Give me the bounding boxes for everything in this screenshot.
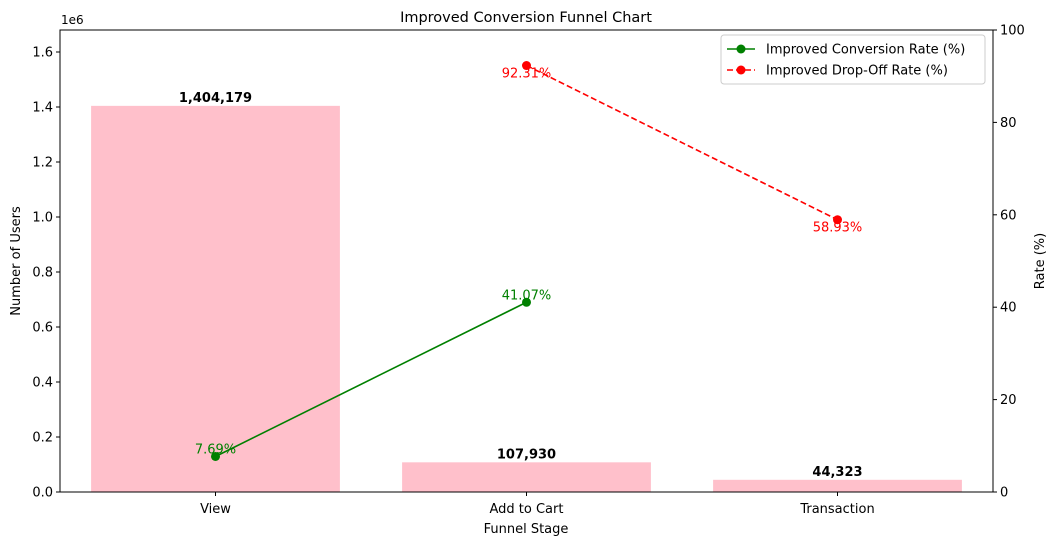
bar-labels-group: 1,404,179 107,930 44,323: [179, 91, 863, 480]
series-point-label: 92.31%: [502, 67, 552, 82]
rate-lines-group: 7.69% 41.07% 92.31% 58.93%: [195, 61, 862, 461]
series-point-label: 58.93%: [813, 221, 863, 236]
y-tick-label: 0.8: [32, 266, 53, 281]
bars-group: [91, 105, 962, 493]
legend-box: [720, 34, 986, 85]
y-tick-label: 0.4: [32, 376, 53, 391]
y2-tick-label: 80: [1000, 116, 1017, 131]
bar-0: [91, 105, 340, 493]
series-point-label: 7.69%: [195, 442, 236, 457]
series-line-0: [215, 301, 527, 458]
x-tick-label: Transaction: [799, 502, 874, 517]
legend: Improved Conversion Rate (%) Improved Dro…: [720, 34, 986, 85]
y-tick-label: 1.2: [32, 156, 53, 171]
y-tick-label: 0.0: [32, 486, 53, 501]
y-tick-label: 1.0: [32, 211, 53, 226]
bar-1: [402, 462, 651, 492]
x-tick-label: View: [200, 502, 231, 517]
series-point-0: [522, 297, 531, 307]
legend-label: Improved Conversion Rate (%): [766, 43, 965, 58]
y-axis-right: 0 20 40 60 80 100: [993, 24, 1025, 501]
y-tick-label: 1.4: [32, 101, 53, 116]
y2-tick-label: 100: [1000, 24, 1025, 39]
x-axis-label: Funnel Stage: [484, 522, 569, 537]
bar-value-label: 44,323: [812, 465, 862, 480]
series-point-label: 41.07%: [502, 288, 552, 303]
y-offset-label: 1e6: [61, 13, 84, 27]
y2-tick-label: 20: [1000, 393, 1017, 408]
bar-value-label: 107,930: [497, 447, 556, 462]
y-axis-left: 0.0 0.2 0.4 0.6 0.8 1.0 1.2 1.4 1.6: [32, 46, 60, 501]
y-tick-label: 0.6: [32, 321, 53, 336]
series-line-1: [526, 64, 838, 221]
legend-marker-0: [736, 44, 746, 54]
y-axis-label: Number of Users: [9, 206, 24, 316]
y2-tick-label: 40: [1000, 301, 1017, 316]
y-tick-label: 1.6: [32, 46, 53, 61]
x-tick-label: Add to Cart: [490, 502, 564, 517]
y2-tick-label: 0: [1000, 486, 1008, 501]
bar-2: [713, 479, 962, 492]
bar-value-label: 1,404,179: [179, 91, 252, 106]
series-point-1: [522, 61, 531, 71]
legend-marker-1: [736, 65, 746, 75]
legend-label: Improved Drop-Off Rate (%): [766, 64, 948, 79]
series-point-1: [833, 215, 842, 225]
x-axis: View Add to Cart Transaction: [200, 492, 875, 517]
chart-title: Improved Conversion Funnel Chart: [400, 10, 652, 26]
y2-tick-label: 60: [1000, 208, 1017, 223]
y-tick-label: 0.2: [32, 431, 53, 446]
series-point-0: [211, 451, 220, 461]
y2-axis-label: Rate (%): [1033, 233, 1048, 289]
